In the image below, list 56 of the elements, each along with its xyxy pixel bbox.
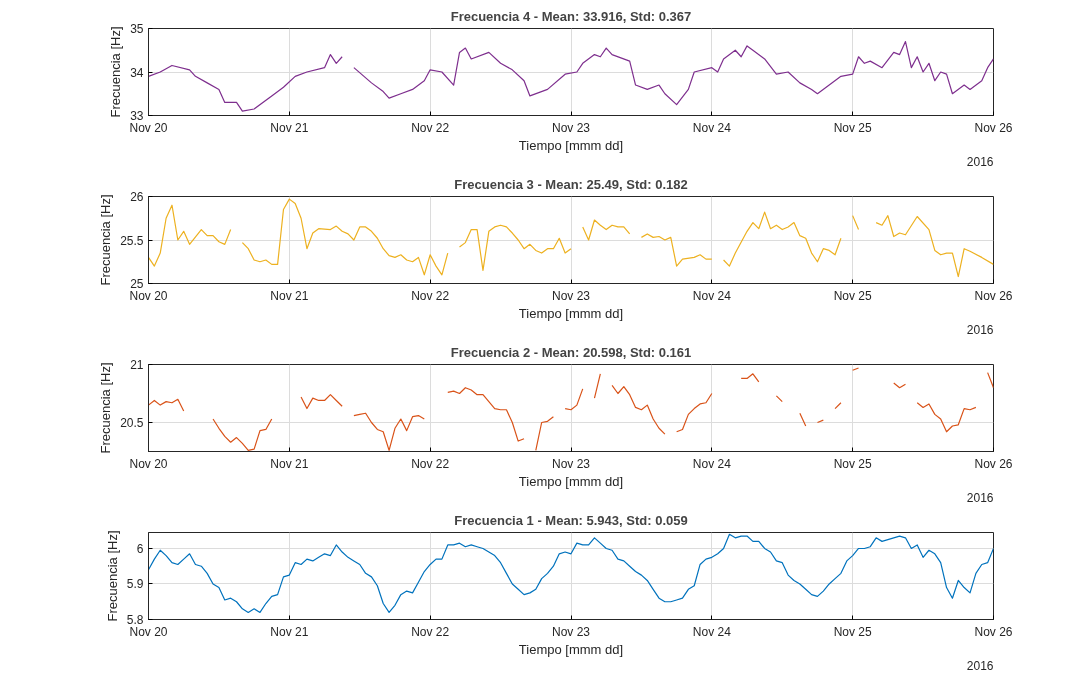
y-tick-label: 26 xyxy=(130,190,144,204)
x-tick-label: Nov 24 xyxy=(692,624,732,639)
x-tick-label: Nov 21 xyxy=(270,624,309,639)
x-tick-label: Nov 20 xyxy=(129,624,168,639)
x-axis-title: Tiempo [mmm dd] xyxy=(518,473,624,489)
y-tick-label: 33 xyxy=(130,109,144,123)
y-tick-label: 34 xyxy=(130,65,144,80)
x-tick-label: Nov 22 xyxy=(411,288,450,303)
x-tick-label: Nov 25 xyxy=(833,624,872,639)
x-tick-label: Nov 22 xyxy=(411,456,450,471)
y-tick-label: 5.8 xyxy=(126,613,144,627)
text: 2016 xyxy=(966,490,994,505)
x-tick-label: Nov 25 xyxy=(833,456,872,471)
x-tick-label: Nov 24 xyxy=(692,288,732,303)
x-tick-label: Nov 24 xyxy=(692,120,732,135)
x-tick-label: Nov 20 xyxy=(129,120,168,135)
y-tick-label: 25.5 xyxy=(120,233,144,248)
x-tick-label: Nov 25 xyxy=(833,120,872,135)
line-series xyxy=(148,533,994,613)
x-tick-label: Nov 24 xyxy=(692,456,732,471)
x-tick-label: Nov 21 xyxy=(270,456,309,471)
x-tick-label: Nov 23 xyxy=(551,624,591,639)
y-tick-label: 6 xyxy=(136,541,144,556)
chart-title: Frecuencia 2 - Mean: 20.598, Std: 0.161 xyxy=(450,344,692,360)
chart-title: Frecuencia 4 - Mean: 33.916, Std: 0.367 xyxy=(450,8,692,24)
x-tick-label: Nov 26 xyxy=(974,624,1013,639)
x-tick-label: Nov 21 xyxy=(270,120,309,135)
x-tick-label: Nov 26 xyxy=(974,456,1013,471)
x-tick-label: Nov 26 xyxy=(974,288,1013,303)
y-tick-label: 20.5 xyxy=(120,416,144,430)
x-tick-label: Nov 25 xyxy=(833,288,872,303)
x-axis-title: Tiempo [mmm dd] xyxy=(518,641,624,657)
x-tick-label: Nov 22 xyxy=(411,120,450,135)
y-tick-label: 5.9 xyxy=(126,577,144,592)
chart-title: Frecuencia 1 - Mean: 5.943, Std: 0.059 xyxy=(454,512,688,528)
x-tick-label: Nov 23 xyxy=(551,456,591,471)
text: 2016 xyxy=(966,322,994,337)
text: 2016 xyxy=(966,154,994,169)
x-tick-label: Nov 20 xyxy=(129,456,168,471)
x-tick-label: Nov 22 xyxy=(411,624,450,639)
x-tick-label: Nov 23 xyxy=(551,120,591,135)
x-tick-label: Nov 20 xyxy=(129,288,168,303)
text: 2016 xyxy=(966,658,994,673)
y-axis-title: Frecuencia [Hz] xyxy=(98,362,114,454)
y-axis-title: Frecuencia [Hz] xyxy=(98,194,114,286)
y-tick-label: 21 xyxy=(130,358,144,372)
y-axis-title: Frecuencia [Hz] xyxy=(104,530,120,622)
y-tick-label: 35 xyxy=(130,22,144,36)
x-axis-title: Tiempo [mmm dd] xyxy=(518,305,624,321)
y-tick-label: 25 xyxy=(130,277,144,291)
x-tick-label: Nov 23 xyxy=(551,288,591,303)
x-axis-title: Tiempo [mmm dd] xyxy=(518,137,624,153)
chart-title: Frecuencia 3 - Mean: 25.49, Std: 0.182 xyxy=(454,176,688,192)
y-axis-title: Frecuencia [Hz] xyxy=(108,26,124,118)
x-tick-label: Nov 26 xyxy=(974,120,1013,135)
x-tick-label: Nov 21 xyxy=(270,288,309,303)
